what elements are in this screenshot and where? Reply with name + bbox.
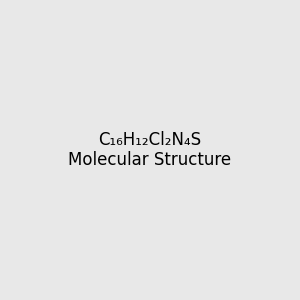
Text: C₁₆H₁₂Cl₂N₄S
Molecular Structure: C₁₆H₁₂Cl₂N₄S Molecular Structure — [68, 130, 232, 170]
